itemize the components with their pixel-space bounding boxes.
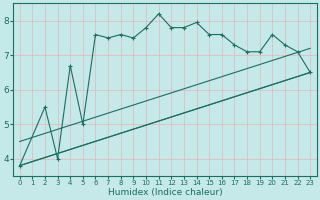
X-axis label: Humidex (Indice chaleur): Humidex (Indice chaleur) [108,188,222,197]
